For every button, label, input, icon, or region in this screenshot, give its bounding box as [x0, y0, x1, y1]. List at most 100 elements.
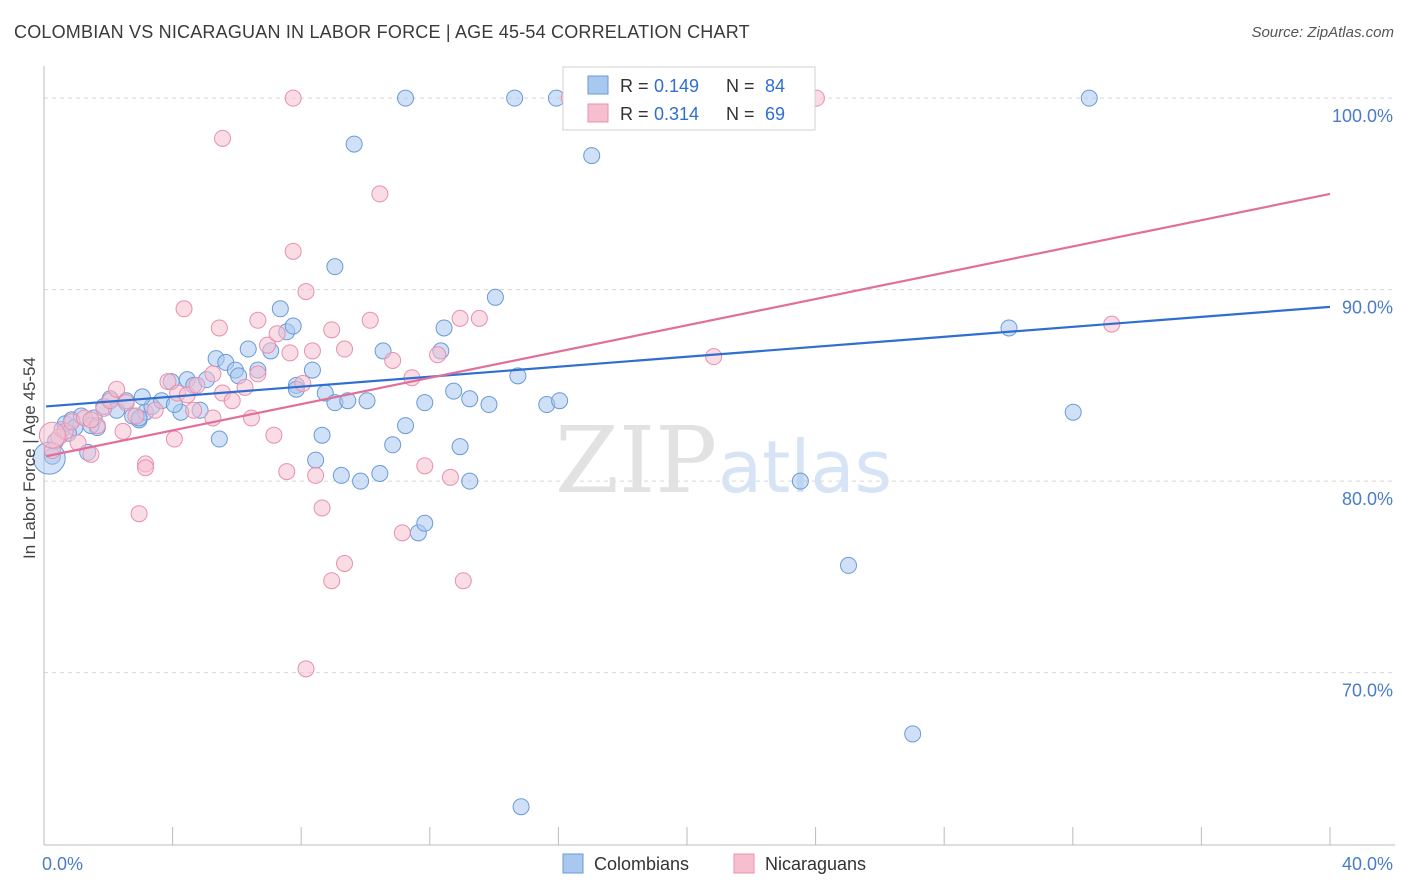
- colombian-point-57: [1080, 89, 1098, 107]
- series-legend: Colombians Nicaraguans: [562, 853, 866, 874]
- colombian-point-28: [239, 340, 257, 358]
- y-tick-label-3: 100.0%: [1332, 106, 1393, 126]
- nicaraguan-point-15: [159, 373, 177, 391]
- trend-line-nicaraguans: [45, 192, 1331, 458]
- nicaraguan-point-cluster: [38, 421, 66, 449]
- colombian-point-32: [284, 317, 302, 335]
- trend-line-colombians: [45, 305, 1331, 408]
- nicaraguan-point-35: [451, 309, 469, 327]
- colombian-point-34: [303, 361, 321, 379]
- nicaraguan-point-44: [371, 185, 389, 203]
- watermark: ZIP atlas: [555, 407, 892, 514]
- colombian-point-64: [512, 798, 530, 816]
- nicaraguan-point-63: [454, 572, 472, 590]
- nicaraguan-point-30: [336, 340, 354, 358]
- legend-swatch-pink: [587, 103, 609, 123]
- colombian-point-63: [904, 725, 922, 743]
- nicaraguan-point-56: [278, 463, 296, 481]
- chart-title: COLOMBIAN VS NICARAGUAN IN LABOR FORCE |…: [14, 22, 750, 42]
- nicaraguan-point-67: [165, 430, 183, 448]
- colombian-point-51: [397, 89, 415, 107]
- nicaraguan-point-60: [323, 572, 341, 590]
- nicaraguan-point-47: [175, 300, 193, 318]
- nicaraguan-point-27: [294, 374, 312, 392]
- nicaraguan-point-10: [108, 380, 126, 398]
- watermark-atlas: atlas: [718, 425, 892, 509]
- nicaraguan-point-34: [429, 346, 447, 364]
- nicaraguan-point-45: [284, 242, 302, 260]
- colombian-point-67: [332, 466, 350, 484]
- colombian-point-38: [358, 392, 376, 410]
- colombian-point-59: [271, 300, 289, 318]
- colombian-point-80: [133, 388, 151, 406]
- nicaraguan-point-36: [470, 309, 488, 327]
- colombian-point-41: [416, 394, 434, 412]
- legend-n-value-2: 69: [765, 104, 785, 124]
- legend-item-colombians-swatch: [562, 853, 584, 874]
- legend-r-label-2: R =: [620, 104, 649, 124]
- colombian-point-72: [451, 438, 469, 456]
- nicaraguan-point-65: [130, 505, 148, 523]
- nicaraguan-point-51: [114, 422, 132, 440]
- nicaraguan-point-14: [146, 401, 164, 419]
- colombian-point-58: [326, 258, 344, 276]
- x-tick-labels: 0.0% 40.0%: [42, 854, 1393, 874]
- colombian-point-66: [1064, 403, 1082, 421]
- colombian-point-62: [840, 556, 857, 574]
- colombian-point-49: [551, 392, 569, 410]
- colombian-point-73: [307, 451, 325, 469]
- y-tick-label-0: 70.0%: [1342, 681, 1393, 701]
- legend-r-label-1: R =: [620, 76, 649, 96]
- y-tick-label-1: 80.0%: [1342, 489, 1393, 509]
- nicaraguan-point-28: [303, 342, 321, 360]
- nicaraguan-point-29: [323, 321, 341, 339]
- nicaraguan-point-32: [384, 352, 402, 370]
- legend-n-label-2: N =: [726, 104, 755, 124]
- nicaraguan-point-11: [117, 394, 135, 412]
- nicaraguan-point-23: [249, 365, 267, 383]
- y-tick-label-2: 90.0%: [1342, 298, 1393, 318]
- colombian-point-68: [371, 464, 389, 482]
- nicaraguan-point-37: [705, 348, 723, 366]
- nicaraguan-point-39: [284, 89, 302, 107]
- nicaraguan-point-49: [249, 311, 267, 329]
- trend-lines: [45, 192, 1331, 458]
- nicaraguan-point-26: [281, 344, 299, 362]
- colombian-point-46: [486, 288, 504, 306]
- colombian-point-61: [791, 472, 809, 490]
- nicaraguan-point-62: [441, 468, 459, 486]
- colombian-point-76: [313, 426, 331, 444]
- colombian-point-52: [506, 89, 524, 107]
- colombian-point-40: [397, 417, 415, 435]
- colombian-point-47: [509, 367, 527, 385]
- y-axis-title: In Labor Force | Age 45-54: [20, 357, 39, 559]
- nicaraguan-point-25: [268, 325, 286, 343]
- nicaraguan-point-57: [307, 466, 325, 484]
- legend-r-value-2: 0.314: [654, 104, 699, 124]
- nicaraguan-point-18: [188, 376, 206, 394]
- colombian-point-54: [583, 147, 601, 165]
- nicaraguan-point-58: [313, 499, 331, 517]
- colombian-point-37: [339, 392, 357, 410]
- colombian-point-81: [352, 472, 370, 490]
- colombian-point-82: [384, 436, 402, 454]
- legend-n-label-1: N =: [726, 76, 755, 96]
- series-nicaraguans: [38, 89, 1121, 678]
- colombian-point-44: [461, 390, 479, 408]
- legend-item-nicaraguans-swatch: [733, 853, 755, 874]
- nicaraguan-point-43: [214, 129, 232, 147]
- nicaraguan-point-19: [204, 365, 222, 383]
- x-tick-label-0: 0.0%: [42, 854, 83, 874]
- colombian-point-65: [1000, 319, 1018, 337]
- nicaraguan-point-46: [297, 283, 315, 301]
- x-tick-label-1: 40.0%: [1342, 854, 1393, 874]
- nicaraguan-point-21: [223, 392, 241, 410]
- nicaraguan-point-22: [236, 378, 254, 396]
- nicaraguan-point-61: [393, 524, 411, 542]
- colombian-point-60: [435, 319, 453, 337]
- nicaraguan-point-4: [69, 434, 87, 452]
- y-tick-labels: 70.0% 80.0% 90.0% 100.0%: [1332, 106, 1393, 701]
- nicaraguan-point-50: [82, 411, 100, 429]
- source-label: Source: ZipAtlas.com: [1251, 24, 1394, 41]
